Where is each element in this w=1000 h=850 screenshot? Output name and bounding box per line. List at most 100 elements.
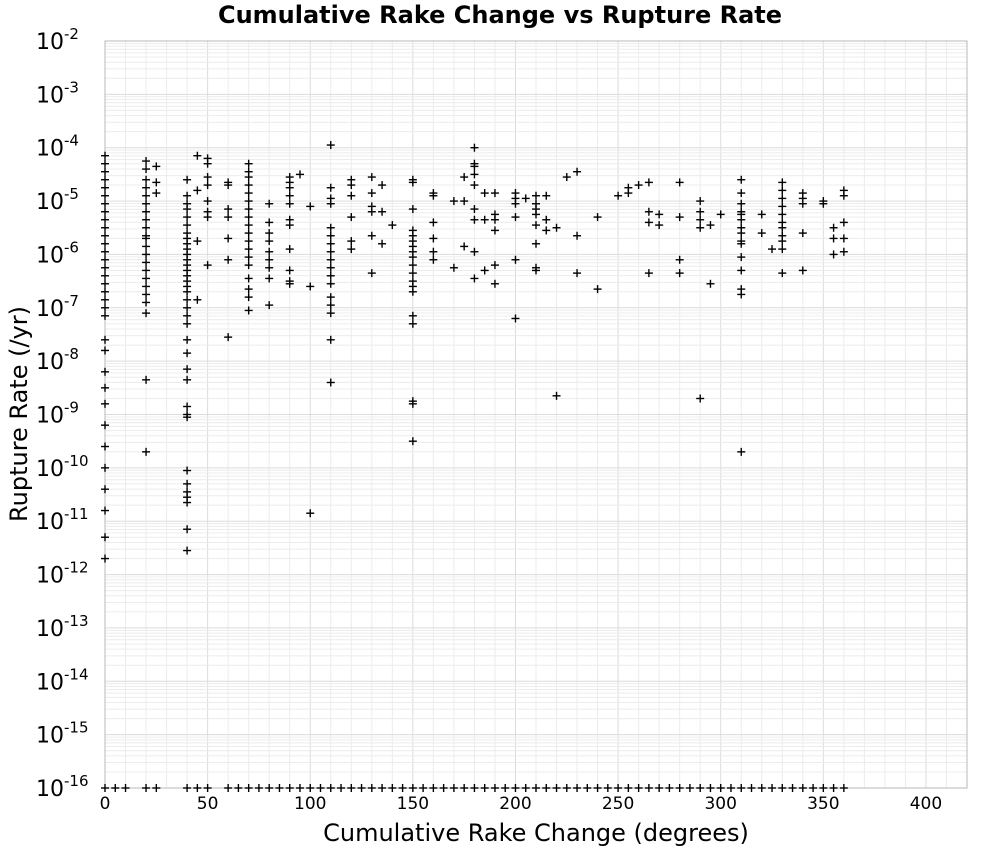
data-point	[101, 784, 109, 792]
data-point	[768, 245, 777, 254]
data-point	[480, 215, 489, 224]
data-point	[480, 784, 489, 792]
data-point	[142, 242, 151, 251]
y-axis-title: Rupture Rate (/yr)	[5, 306, 33, 522]
y-tick-exponent: -15	[64, 719, 89, 737]
data-point	[367, 269, 376, 278]
y-tick-label: 10 -2	[36, 25, 79, 55]
y-axis-ticks: 10-210-310-410-510-610-710-810-910 -1010-…	[36, 25, 89, 802]
data-point	[778, 194, 787, 203]
data-point	[326, 223, 335, 232]
data-point	[757, 210, 766, 219]
data-point	[388, 221, 397, 230]
data-point	[501, 784, 510, 792]
data-point	[449, 197, 458, 206]
data-point	[408, 178, 417, 187]
data-point	[357, 784, 366, 792]
data-point	[706, 279, 715, 288]
data-point	[511, 314, 520, 323]
data-point	[152, 162, 161, 171]
y-tick-exponent: -4	[64, 132, 79, 150]
y-tick-exponent: -7	[64, 292, 79, 310]
data-point	[101, 295, 109, 304]
data-point	[480, 189, 489, 198]
data-point	[285, 784, 294, 792]
data-point	[439, 784, 448, 792]
data-point	[203, 159, 212, 168]
data-point	[203, 784, 212, 792]
data-point	[265, 218, 274, 227]
data-point	[326, 263, 335, 272]
data-point	[367, 784, 376, 792]
y-tick-exponent: -13	[64, 612, 89, 630]
data-point	[757, 784, 766, 792]
y-tick-exponent: -6	[64, 238, 79, 256]
data-point	[244, 237, 253, 246]
data-point	[367, 173, 376, 182]
data-point	[101, 247, 109, 256]
data-point	[244, 181, 253, 190]
data-point	[285, 266, 294, 275]
y-tick-base: 10	[36, 350, 64, 375]
data-point	[532, 239, 540, 248]
data-point	[183, 335, 192, 344]
data-point	[378, 207, 387, 216]
y-tick-base: 10	[36, 190, 64, 215]
data-point	[644, 178, 653, 187]
y-tick-base: 10	[36, 777, 64, 802]
data-point	[183, 546, 192, 555]
data-point	[326, 183, 335, 192]
data-point	[562, 173, 571, 182]
data-point	[665, 784, 674, 792]
data-point	[101, 263, 109, 272]
data-point	[532, 191, 540, 200]
data-point	[183, 287, 192, 296]
data-point	[562, 784, 571, 792]
data-point	[347, 245, 356, 254]
data-point	[655, 221, 664, 230]
data-point	[470, 170, 479, 179]
y-tick-exponent: -16	[64, 772, 89, 790]
data-point	[101, 311, 109, 320]
y-tick-exponent: -3	[64, 78, 79, 96]
data-point	[295, 784, 304, 792]
data-point	[142, 282, 151, 291]
data-point	[408, 261, 417, 270]
data-point	[265, 255, 274, 264]
data-point	[347, 191, 356, 200]
data-point	[798, 784, 807, 792]
data-point	[737, 784, 746, 792]
data-point	[490, 279, 499, 288]
data-point	[183, 311, 192, 320]
data-point	[306, 202, 315, 211]
data-point	[624, 784, 633, 792]
data-point	[593, 285, 602, 294]
y-tick-base: 10	[36, 564, 64, 589]
y-tick-exponent: -10	[64, 452, 89, 470]
data-point	[101, 167, 109, 176]
data-point	[429, 191, 438, 200]
data-point	[408, 205, 417, 214]
x-axis-title: Cumulative Rake Change (degrees)	[323, 819, 749, 847]
data-points	[101, 141, 848, 792]
data-point	[347, 784, 356, 792]
data-point	[542, 191, 551, 200]
data-point	[408, 784, 417, 792]
data-point	[429, 247, 438, 256]
data-point	[470, 162, 479, 171]
data-point	[644, 207, 653, 216]
y-tick-label: 10 -9	[36, 399, 79, 429]
data-point	[326, 335, 335, 344]
x-tick-label: 150	[397, 794, 429, 814]
data-point	[101, 303, 109, 312]
data-point	[378, 239, 387, 248]
y-tick-label: 10 -10	[36, 452, 89, 482]
data-point	[809, 784, 818, 792]
y-tick-label: 10 -11	[36, 505, 89, 535]
x-tick-label: 200	[499, 794, 531, 814]
data-point	[552, 223, 561, 232]
data-point	[326, 255, 335, 264]
data-point	[234, 784, 243, 792]
data-point	[737, 290, 746, 299]
